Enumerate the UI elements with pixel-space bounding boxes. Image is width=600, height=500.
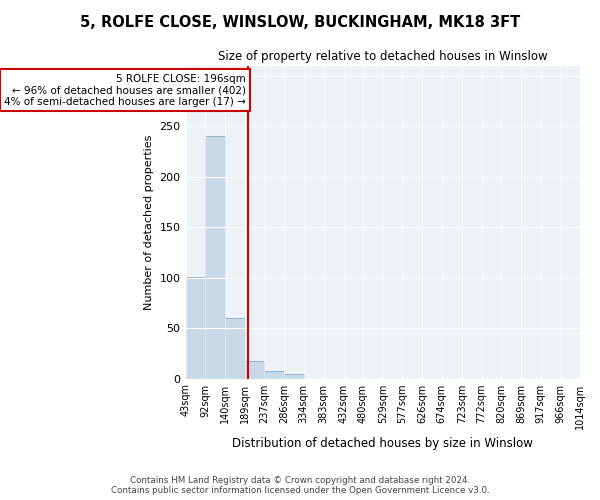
Text: 5 ROLFE CLOSE: 196sqm
← 96% of detached houses are smaller (402)
4% of semi-deta: 5 ROLFE CLOSE: 196sqm ← 96% of detached … (4, 74, 246, 107)
Bar (284, 374, 304, 378)
X-axis label: Distribution of detached houses by size in Winslow: Distribution of detached houses by size … (232, 437, 533, 450)
Bar (225, 318, 245, 378)
Y-axis label: Number of detached properties: Number of detached properties (144, 134, 154, 310)
Title: Size of property relative to detached houses in Winslow: Size of property relative to detached ho… (218, 50, 548, 63)
Bar (205, 136, 225, 378)
Bar (245, 362, 265, 378)
Text: 5, ROLFE CLOSE, WINSLOW, BUCKINGHAM, MK18 3FT: 5, ROLFE CLOSE, WINSLOW, BUCKINGHAM, MK1… (80, 15, 520, 30)
Bar (185, 276, 205, 378)
Text: Contains HM Land Registry data © Crown copyright and database right 2024.
Contai: Contains HM Land Registry data © Crown c… (110, 476, 490, 495)
Bar (265, 372, 284, 378)
